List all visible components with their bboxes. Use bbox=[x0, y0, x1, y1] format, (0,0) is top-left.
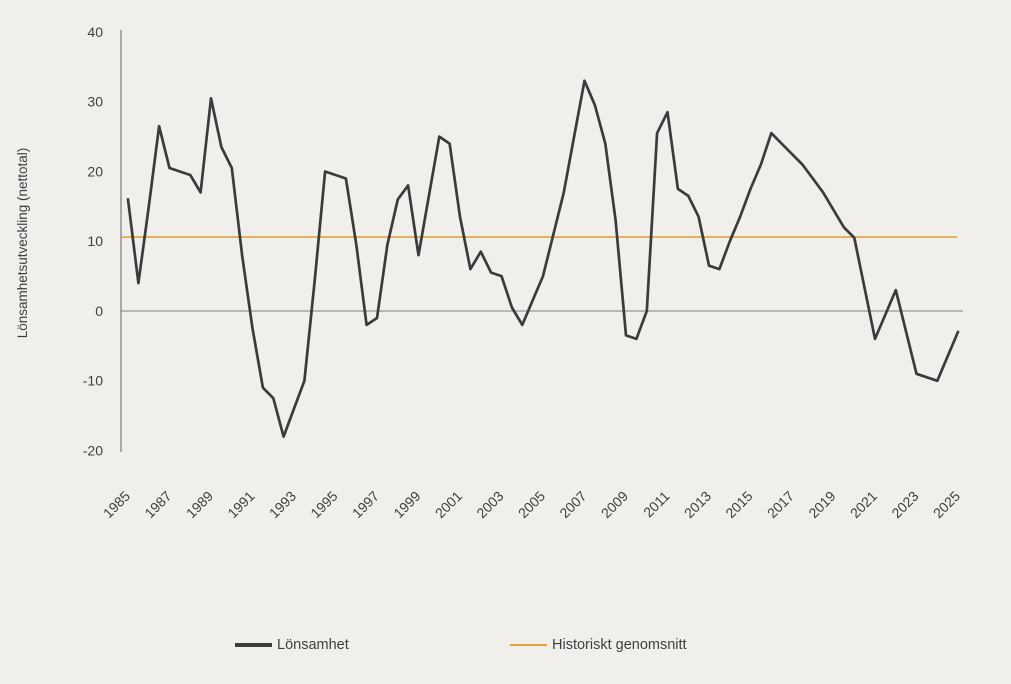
y-axis-tick-labels: 40 30 20 10 0 -10 -20 bbox=[83, 24, 103, 458]
x-tick-label: 1991 bbox=[224, 488, 257, 521]
x-tick-label: 1987 bbox=[141, 488, 174, 521]
x-axis-tick-labels: 1985 1987 1989 1991 1993 1995 1997 1999 2001 2003… bbox=[100, 488, 963, 521]
historiskt-genomsnitt-line-swatch bbox=[510, 644, 547, 646]
y-tick-label: -10 bbox=[83, 373, 103, 389]
y-axis-title: Lönsamhetsutveckling (nettotal) bbox=[15, 148, 30, 339]
y-tick-label: -20 bbox=[83, 442, 103, 458]
y-tick-label: 30 bbox=[87, 94, 103, 110]
x-tick-label: 1995 bbox=[307, 488, 340, 521]
x-tick-label: 1985 bbox=[100, 488, 133, 521]
lonsamhet-series-line bbox=[126, 79, 960, 438]
x-tick-label: 2001 bbox=[432, 488, 465, 521]
x-tick-label: 2021 bbox=[847, 488, 880, 521]
y-tick-label: 20 bbox=[87, 163, 103, 179]
x-tick-label: 2017 bbox=[764, 488, 797, 521]
x-tick-label: 2025 bbox=[930, 488, 963, 521]
x-tick-label: 2005 bbox=[515, 488, 548, 521]
legend-item-historiskt-genomsnitt: Historiskt genomsnitt bbox=[510, 634, 687, 656]
legend-item-lonsamhet: Lönsamhet bbox=[235, 634, 349, 656]
x-tick-label: 2007 bbox=[556, 488, 589, 521]
y-tick-label: 10 bbox=[87, 233, 103, 249]
x-tick-label: 2003 bbox=[473, 488, 506, 521]
x-tick-label: 2009 bbox=[598, 488, 631, 521]
legend-label-historiskt-genomsnitt: Historiskt genomsnitt bbox=[552, 637, 687, 653]
legend-label-lonsamhet: Lönsamhet bbox=[277, 637, 349, 653]
x-tick-label: 2013 bbox=[681, 488, 714, 521]
x-tick-label: 1993 bbox=[266, 488, 299, 521]
x-tick-label: 2011 bbox=[640, 488, 673, 521]
x-tick-label: 2019 bbox=[805, 488, 838, 521]
x-tick-label: 1989 bbox=[183, 488, 216, 521]
y-tick-label: 0 bbox=[95, 303, 103, 319]
y-tick-label: 40 bbox=[87, 24, 103, 40]
lonsamhet-line-swatch bbox=[235, 643, 272, 647]
x-tick-label: 1997 bbox=[349, 488, 382, 521]
x-tick-label: 2023 bbox=[888, 488, 921, 521]
legend: Lönsamhet Historiskt genomsnitt bbox=[0, 634, 1011, 656]
x-tick-label: 2015 bbox=[722, 488, 755, 521]
x-tick-label: 1999 bbox=[390, 488, 423, 521]
